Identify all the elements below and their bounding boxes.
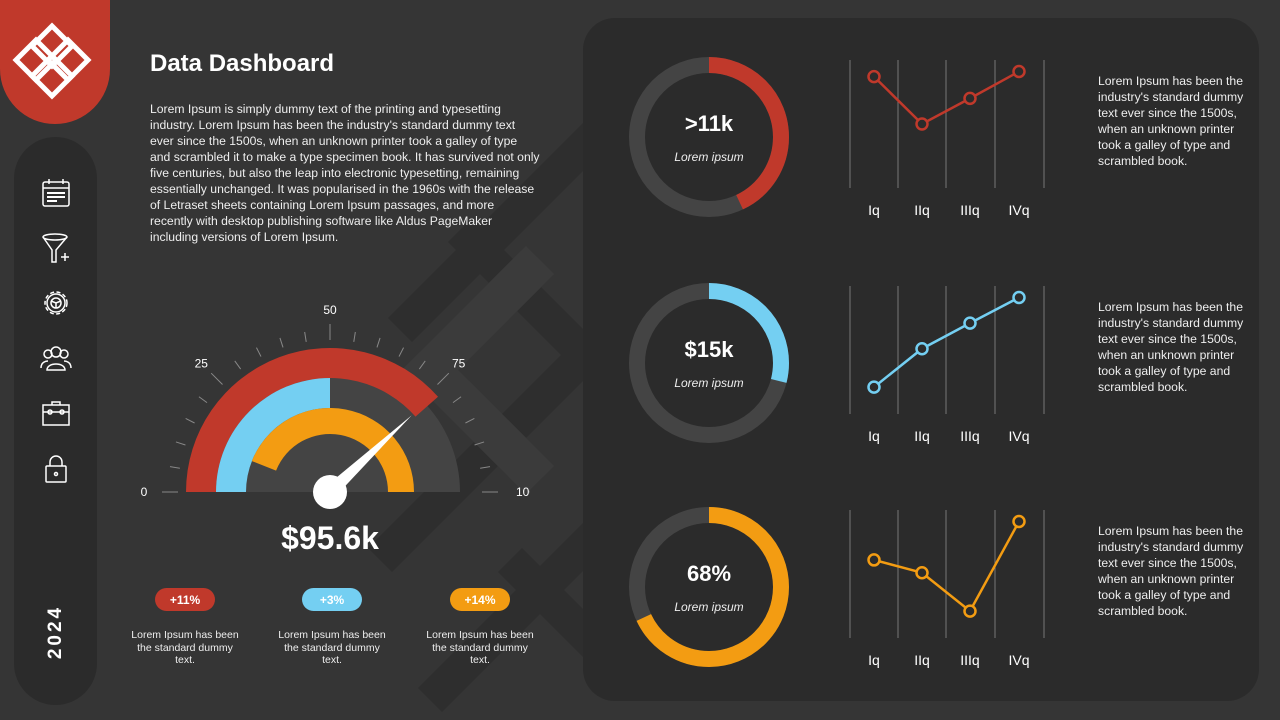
data-point [1012,290,1026,305]
donut-label: Lorem ipsum [674,150,744,164]
series-line [873,520,1021,614]
gauge-tick [353,331,356,342]
x-tick-label: Iq [868,428,880,444]
data-point [915,341,929,356]
filter-add-icon[interactable] [40,232,72,264]
gauge-tick-label: 50 [323,303,337,317]
toolbox-icon[interactable] [40,397,72,429]
gauge-needle-hub [313,475,347,509]
gauge-tick [185,418,195,424]
gauge-tick [198,396,208,404]
gauge-tick [418,360,426,370]
gauge-tick-label: 0 [141,485,148,499]
data-point [867,380,881,394]
x-tick-label: IIq [914,202,930,218]
stat-text: Lorem Ipsum has been the standard dummy … [131,629,239,666]
gauge-tick-label: 25 [195,356,209,370]
stat-text: Lorem Ipsum has been the standard dummy … [426,629,534,666]
year-text: 2024 [45,604,66,660]
x-tick-label: Iq [868,202,880,218]
gauge-tick [465,418,475,424]
series-line [873,70,1020,126]
series-line [873,296,1020,389]
gauge-tick-label: 75 [452,356,466,370]
gauge-value: $95.6k [281,520,379,556]
donut-chart [629,507,789,667]
gauge-tick [376,337,381,348]
donut-label: Lorem ipsum [674,600,744,614]
data-point [867,69,881,84]
x-tick-label: IVq [1008,202,1029,218]
gauge-tick [279,337,284,348]
gauge-tick [234,360,242,370]
gauge-arc-red [186,348,439,492]
gauge-tick [437,372,450,385]
x-tick-label: IIq [914,428,930,444]
kpi-panel [583,18,1259,701]
data-point [867,553,881,567]
donut-value: >11k [684,111,734,136]
gauge-tick-label: 100 [516,485,530,499]
data-point [963,604,977,618]
line-chart: Iq IIq IIIq IVq [849,60,1045,218]
intro-text: Lorem Ipsum is simply dummy text of the … [150,102,540,244]
x-tick-label: IIIq [960,202,979,218]
gauge-tick [169,466,180,469]
data-point [963,91,977,106]
gauge-tick [474,441,485,446]
gauge-needle [325,415,412,498]
stat-badge-orange: +14% [450,588,510,611]
gauge-arc-blue [216,378,330,492]
gauge-tick [452,396,462,404]
stat-badge-blue: +3% [302,588,362,611]
gauge-tick [256,347,262,357]
x-tick-label: IIIq [960,652,979,668]
gauge-tick [210,372,223,385]
line-chart: Iq IIq IIIq IVq [849,286,1045,444]
gauge-tick [304,331,307,342]
line-chart: Iq IIq IIIq IVq [849,510,1045,668]
donut-chart [629,57,789,217]
row-description: Lorem Ipsum has been the industry's stan… [1098,524,1244,618]
donut-fill [629,283,789,443]
data-point [915,565,929,580]
data-point [1012,514,1026,529]
x-tick-label: IVq [1008,428,1029,444]
donut-fill [629,507,789,667]
lock-icon[interactable] [40,452,72,484]
stat-text: Lorem Ipsum has been the standard dummy … [278,629,386,666]
sidebar: 2024 [14,137,97,705]
donut-label: Lorem ipsum [674,376,744,390]
lattice-logo-icon [12,22,92,100]
gear-icon[interactable] [40,287,72,319]
calendar-icon[interactable] [40,177,72,209]
data-point [963,316,977,330]
x-tick-label: IIq [914,652,930,668]
stat-badge-red: +11% [155,588,215,611]
row-description: Lorem Ipsum has been the industry's stan… [1098,300,1244,394]
row-description: Lorem Ipsum has been the industry's stan… [1098,74,1244,168]
x-tick-label: Iq [868,652,880,668]
gauge-arc-orange [251,408,414,492]
x-tick-label: IVq [1008,652,1029,668]
gauge: 0 25 50 75 100 [141,303,530,509]
gauge-tick [175,441,186,446]
donut-fill [629,57,789,217]
year-label: 2024 [36,597,76,667]
data-point [915,117,929,131]
gauge-tick [480,466,491,469]
gauge-tick [398,347,404,357]
donut-chart [629,283,789,443]
users-icon[interactable] [40,342,72,374]
x-tick-label: IIIq [960,428,979,444]
page-title: Data Dashboard [150,50,335,77]
data-point [1012,64,1026,79]
donut-value: 68% [686,561,732,586]
logo [0,0,110,124]
donut-value: $15k [684,337,734,362]
